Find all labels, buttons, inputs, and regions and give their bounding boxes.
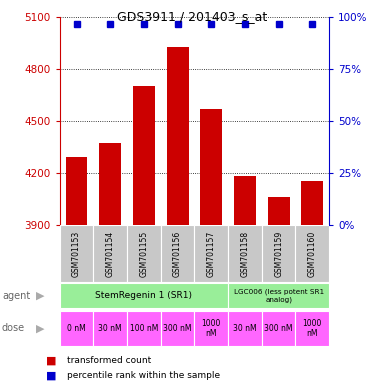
Bar: [65, 157, 87, 225]
Bar: [133, 86, 155, 225]
Text: transformed count: transformed count: [67, 356, 152, 366]
Bar: [262, 225, 296, 282]
Text: LGC006 (less potent SR1
analog): LGC006 (less potent SR1 analog): [234, 289, 324, 303]
Bar: [234, 176, 256, 225]
Text: StemRegenin 1 (SR1): StemRegenin 1 (SR1): [95, 291, 192, 300]
Bar: [93, 311, 127, 346]
Text: 30 nM: 30 nM: [99, 324, 122, 333]
Bar: [194, 311, 228, 346]
Text: GSM701158: GSM701158: [241, 230, 249, 276]
Bar: [99, 144, 121, 225]
Bar: [60, 225, 93, 282]
Text: percentile rank within the sample: percentile rank within the sample: [67, 371, 221, 380]
Bar: [296, 225, 329, 282]
Bar: [161, 311, 194, 346]
Bar: [194, 225, 228, 282]
Text: GSM701156: GSM701156: [173, 230, 182, 276]
Text: 100 nM: 100 nM: [130, 324, 158, 333]
Text: GSM701153: GSM701153: [72, 230, 81, 276]
Text: GSM701157: GSM701157: [207, 230, 216, 276]
Text: ▶: ▶: [36, 291, 45, 301]
Bar: [60, 311, 93, 346]
Bar: [228, 311, 262, 346]
Text: ▶: ▶: [36, 323, 45, 333]
Bar: [228, 225, 262, 282]
Bar: [296, 311, 329, 346]
Text: ■: ■: [46, 371, 57, 381]
Bar: [60, 283, 228, 308]
Text: 1000
nM: 1000 nM: [303, 319, 322, 338]
Text: 300 nM: 300 nM: [163, 324, 192, 333]
Text: GDS3911 / 201403_s_at: GDS3911 / 201403_s_at: [117, 10, 268, 23]
Bar: [127, 225, 161, 282]
Text: 1000
nM: 1000 nM: [202, 319, 221, 338]
Text: agent: agent: [2, 291, 30, 301]
Text: 300 nM: 300 nM: [264, 324, 293, 333]
Text: GSM701160: GSM701160: [308, 230, 317, 276]
Bar: [301, 182, 323, 225]
Text: 0 nM: 0 nM: [67, 324, 86, 333]
Text: dose: dose: [2, 323, 25, 333]
Text: 30 nM: 30 nM: [233, 324, 257, 333]
Bar: [93, 225, 127, 282]
Bar: [268, 197, 290, 225]
Text: GSM701154: GSM701154: [106, 230, 115, 276]
Text: GSM701155: GSM701155: [139, 230, 148, 276]
Bar: [262, 311, 296, 346]
Bar: [228, 283, 329, 308]
Bar: [200, 109, 222, 225]
Bar: [161, 225, 194, 282]
Bar: [127, 311, 161, 346]
Text: GSM701159: GSM701159: [274, 230, 283, 276]
Bar: [167, 47, 189, 225]
Text: ■: ■: [46, 356, 57, 366]
